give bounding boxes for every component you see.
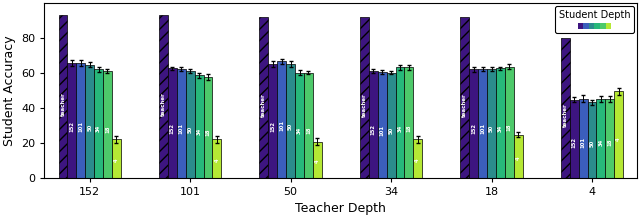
- Text: 152: 152: [572, 137, 577, 148]
- Bar: [596, 99, 605, 178]
- Bar: [460, 17, 469, 178]
- Bar: [588, 102, 596, 178]
- Bar: [94, 69, 103, 178]
- Bar: [387, 73, 396, 178]
- Bar: [514, 135, 523, 178]
- Bar: [112, 139, 121, 178]
- Bar: [177, 69, 186, 178]
- Text: 4: 4: [114, 158, 119, 162]
- Text: 4: 4: [616, 137, 621, 141]
- Text: 50: 50: [388, 127, 394, 134]
- Bar: [404, 68, 413, 178]
- Bar: [313, 142, 322, 178]
- Text: 18: 18: [205, 129, 211, 136]
- Bar: [277, 61, 286, 178]
- Text: 34: 34: [498, 125, 503, 132]
- Text: 34: 34: [598, 139, 604, 146]
- Text: 34: 34: [297, 127, 302, 134]
- Text: 152: 152: [371, 124, 376, 135]
- Text: 18: 18: [507, 124, 512, 131]
- Y-axis label: Student Accuracy: Student Accuracy: [3, 35, 16, 146]
- Text: 101: 101: [580, 137, 586, 148]
- Text: 152: 152: [270, 121, 275, 132]
- Bar: [469, 69, 478, 178]
- Bar: [570, 100, 579, 178]
- Text: 101: 101: [279, 120, 284, 131]
- Text: teacher: teacher: [563, 103, 568, 127]
- Bar: [396, 68, 404, 178]
- Bar: [378, 72, 387, 178]
- Text: 4: 4: [415, 158, 420, 162]
- Text: 50: 50: [589, 140, 595, 147]
- Text: 101: 101: [480, 123, 485, 135]
- Bar: [413, 139, 422, 178]
- Text: 50: 50: [489, 125, 494, 133]
- Text: 101: 101: [380, 124, 385, 136]
- Bar: [295, 73, 304, 178]
- Bar: [579, 99, 588, 178]
- Bar: [76, 63, 85, 178]
- Bar: [67, 63, 76, 178]
- Bar: [304, 73, 313, 178]
- Text: 4: 4: [315, 160, 320, 163]
- Bar: [478, 69, 487, 178]
- Text: 18: 18: [607, 138, 612, 146]
- Text: 101: 101: [179, 123, 184, 135]
- Text: 34: 34: [196, 128, 202, 135]
- Bar: [168, 68, 177, 178]
- Bar: [605, 99, 614, 178]
- Text: 34: 34: [96, 125, 101, 133]
- Bar: [159, 15, 168, 178]
- Bar: [369, 71, 378, 178]
- Text: 152: 152: [69, 121, 74, 132]
- X-axis label: Teacher Depth: Teacher Depth: [296, 202, 387, 215]
- Text: teacher: teacher: [261, 93, 266, 117]
- Bar: [360, 17, 369, 178]
- Text: teacher: teacher: [362, 93, 367, 117]
- Text: 18: 18: [406, 124, 412, 132]
- Text: teacher: teacher: [161, 93, 166, 116]
- Bar: [487, 69, 496, 178]
- Bar: [561, 38, 570, 178]
- Text: teacher: teacher: [61, 93, 65, 116]
- Text: 50: 50: [87, 123, 92, 131]
- Bar: [195, 75, 204, 178]
- Bar: [286, 64, 295, 178]
- Bar: [505, 67, 514, 178]
- Text: 18: 18: [306, 127, 311, 134]
- Text: 34: 34: [397, 124, 403, 132]
- Text: 18: 18: [105, 126, 110, 133]
- Bar: [186, 71, 195, 178]
- Text: 152: 152: [170, 123, 175, 134]
- Text: 152: 152: [471, 123, 476, 134]
- Bar: [212, 139, 221, 178]
- Text: 4: 4: [516, 157, 521, 160]
- Bar: [614, 91, 623, 178]
- Text: 50: 50: [288, 123, 293, 130]
- Bar: [103, 71, 112, 178]
- Text: 50: 50: [188, 126, 193, 133]
- Bar: [58, 15, 67, 178]
- Legend: , , , , , : , , , , ,: [555, 6, 634, 33]
- Bar: [496, 68, 505, 178]
- Bar: [268, 64, 277, 178]
- Bar: [204, 77, 212, 178]
- Text: teacher: teacher: [462, 93, 467, 117]
- Text: 101: 101: [78, 121, 83, 132]
- Text: 4: 4: [214, 158, 220, 162]
- Bar: [85, 65, 94, 178]
- Bar: [259, 17, 268, 178]
